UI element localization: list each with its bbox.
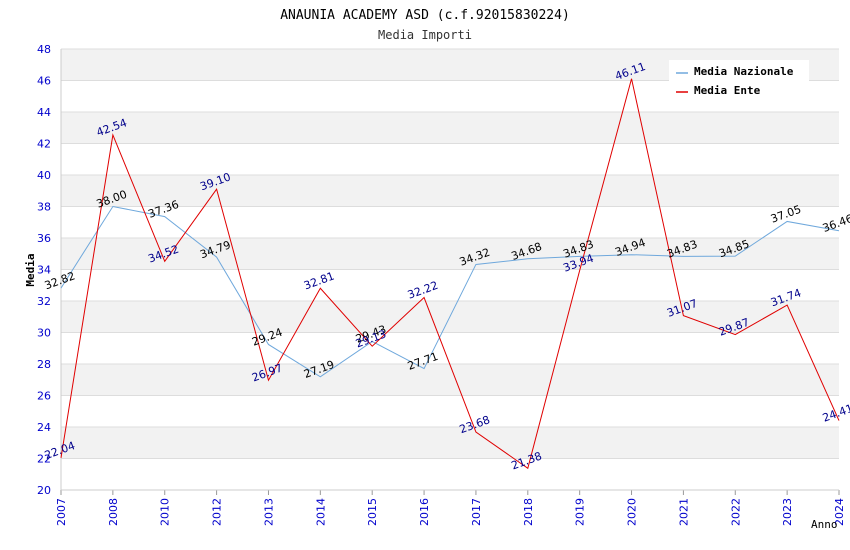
- y-tick-label: 24: [37, 421, 51, 434]
- grid-band: [61, 395, 839, 427]
- x-tick-label: 2013: [262, 498, 275, 526]
- legend-label-nazionale: Media Nazionale: [694, 65, 794, 78]
- y-tick-label: 38: [37, 201, 51, 214]
- grid-band: [61, 238, 839, 270]
- chart-title: ANAUNIA ACADEMY ASD (c.f.92015830224): [280, 8, 570, 23]
- grid-band: [61, 112, 839, 144]
- y-tick-label: 30: [37, 327, 51, 340]
- grid-band: [61, 364, 839, 396]
- y-tick-label: 28: [37, 358, 51, 371]
- chart-subtitle: Media Importi: [378, 28, 472, 42]
- x-tick-label: 2023: [781, 498, 794, 526]
- legend: Media Nazionale Media Ente: [669, 60, 809, 103]
- x-tick-label: 2017: [470, 498, 483, 526]
- y-tick-label: 22: [37, 453, 51, 466]
- grid-band: [61, 269, 839, 301]
- x-tick-label: 2018: [522, 498, 535, 526]
- x-tick-label: 2012: [211, 498, 224, 526]
- grid-band: [61, 175, 839, 207]
- y-tick-label: 42: [37, 138, 51, 151]
- y-tick-label: 32: [37, 295, 51, 308]
- grid-band: [61, 143, 839, 175]
- grid-band: [61, 427, 839, 459]
- series-line-ente: [60, 78, 840, 470]
- x-tick-label: 2010: [159, 498, 172, 526]
- x-tick-label: 2024: [833, 498, 846, 526]
- y-tick-label: 46: [37, 75, 51, 88]
- x-tick-label: 2021: [677, 498, 690, 526]
- x-tick-label: 2020: [626, 498, 639, 526]
- x-tick-label: 2016: [418, 498, 431, 526]
- y-tick-label: 34: [37, 264, 51, 277]
- grid-band: [61, 206, 839, 238]
- grid-band: [61, 332, 839, 364]
- x-tick-label: 2015: [366, 498, 379, 526]
- x-tick-label: 2022: [729, 498, 742, 526]
- grid-band: [61, 458, 839, 490]
- x-tick-label: 2014: [314, 498, 327, 526]
- y-tick-label: 40: [37, 169, 51, 182]
- legend-label-ente: Media Ente: [694, 84, 761, 97]
- y-tick-label: 26: [37, 390, 51, 403]
- legend-box: [669, 60, 809, 103]
- y-axis-label: Media: [24, 253, 37, 286]
- y-tick-label: 36: [37, 232, 51, 245]
- x-tick-label: 2019: [574, 498, 587, 526]
- series-line-nazionale: [60, 205, 840, 378]
- y-tick-label: 44: [37, 106, 51, 119]
- x-tick-label: 2007: [55, 498, 68, 526]
- x-tick-label: 2008: [107, 498, 120, 526]
- x-axis-label: Anno: [811, 518, 838, 531]
- y-tick-label: 48: [37, 43, 51, 56]
- y-tick-label: 20: [37, 484, 51, 497]
